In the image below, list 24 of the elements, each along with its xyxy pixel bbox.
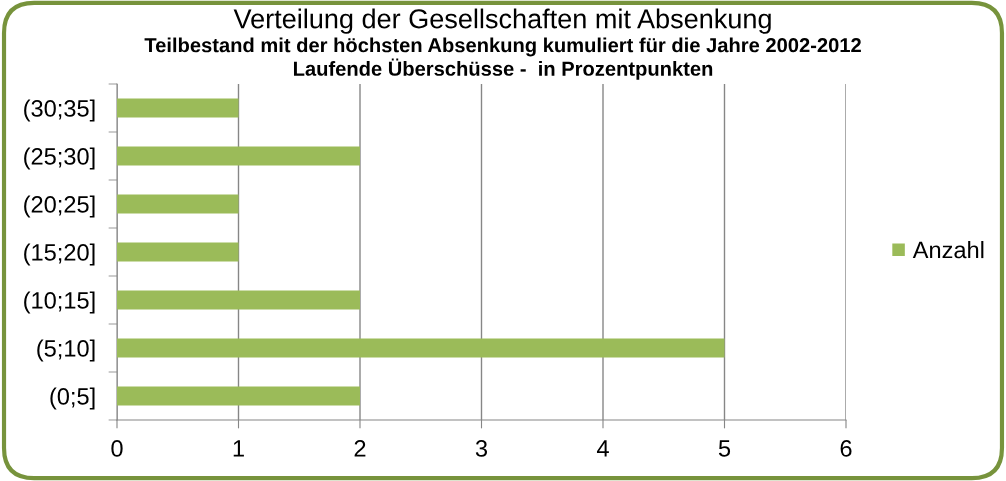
bar	[117, 242, 239, 262]
chart-subtitle: Teilbestand mit der höchsten Absenkung kumuliert für die Jahre 2002-2012 Laufende Überschüsse - in Prozentpunkten	[144, 37, 861, 80]
y-tick-label: (25;30]	[24, 147, 95, 170]
x-tick-label: 2	[354, 440, 366, 457]
x-tick-label: 3	[475, 440, 488, 457]
bar	[117, 290, 360, 310]
y-tick-label: (0;5]	[50, 387, 95, 410]
bar	[117, 194, 239, 214]
x-tick-label: 6	[840, 440, 852, 457]
x-tick-label: 5	[718, 440, 731, 457]
bar	[117, 386, 360, 406]
y-tick-label: (5;10]	[37, 339, 95, 362]
x-tick-label: 0	[111, 440, 123, 457]
bar	[117, 146, 360, 166]
bar	[117, 98, 239, 118]
bar	[117, 338, 725, 358]
y-tick-label: (30;35]	[24, 99, 95, 122]
x-tick-label: 4	[596, 440, 609, 457]
chart-title: Verteilung der Gesellschaften mit Absenkung	[233, 8, 771, 34]
y-tick-label: (10;15]	[24, 291, 95, 314]
x-tick-label: 1	[233, 440, 244, 457]
y-tick-label: (15;20]	[24, 243, 95, 266]
legend-label: Anzahl	[912, 240, 984, 259]
y-tick-label: (20;25]	[24, 195, 95, 218]
